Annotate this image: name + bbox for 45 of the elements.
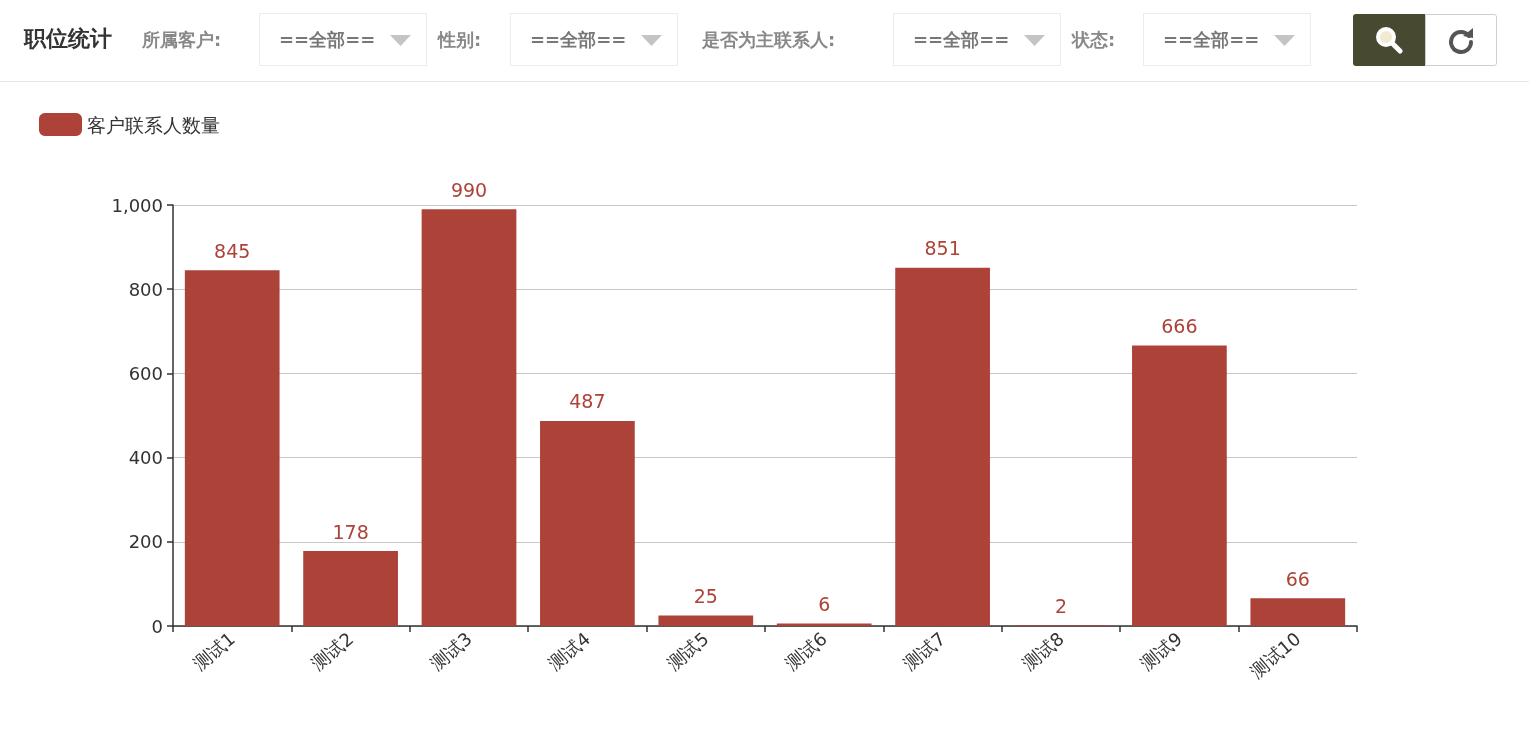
data-label: 25 xyxy=(693,584,718,607)
x-tick-label: 测试1 xyxy=(189,627,239,675)
dropdown: ==全部== xyxy=(510,13,678,66)
bar xyxy=(184,270,280,626)
x-tick-label: 测试9 xyxy=(1136,627,1187,675)
data-label: 487 xyxy=(569,390,606,413)
bar xyxy=(421,209,517,626)
x-tick-label: 测试2 xyxy=(307,627,358,675)
bar xyxy=(658,615,754,626)
x-tick-label: 测试6 xyxy=(781,627,831,675)
data-label: 178 xyxy=(332,520,369,543)
bar xyxy=(303,551,398,626)
dropdown: ==全部== xyxy=(1143,13,1311,66)
data-label: 666 xyxy=(1161,315,1198,338)
data-label: 2 xyxy=(1054,594,1068,617)
data-label: 6 xyxy=(818,592,831,615)
bar xyxy=(895,267,990,626)
y-tick-label: 0 xyxy=(151,615,163,637)
x-tick-label: 测试8 xyxy=(1017,627,1068,675)
y-tick-label: 1,000 xyxy=(111,194,163,216)
bar xyxy=(776,623,872,626)
x-tick-label: 测试4 xyxy=(544,627,595,675)
x-tick-label: 测试10 xyxy=(1245,627,1305,682)
y-tick-label: 200 xyxy=(128,531,163,553)
dropdown: ==全部== xyxy=(259,13,427,66)
data-label: 990 xyxy=(450,178,488,201)
text: 状态: xyxy=(1072,28,1116,52)
dropdown: ==全部== xyxy=(893,13,1061,66)
bar xyxy=(540,420,635,626)
x-tick-label: 测试3 xyxy=(425,627,476,675)
y-tick-label: 600 xyxy=(128,362,163,384)
data-label: 845 xyxy=(214,239,251,262)
x-tick-label: 测试7 xyxy=(899,627,950,675)
y-tick-label: 800 xyxy=(128,278,163,300)
legend-label: 客户联系人数量 xyxy=(87,113,220,136)
text: 所属客户: xyxy=(142,28,222,52)
bar xyxy=(1250,598,1346,626)
x-tick-label: 测试5 xyxy=(662,627,713,675)
data-label: 66 xyxy=(1285,567,1310,590)
text: 是否为主联系人: xyxy=(702,28,836,52)
text: 性别: xyxy=(438,28,482,52)
data-label: 851 xyxy=(924,237,961,260)
chart-title: 职位统计 xyxy=(24,25,112,53)
y-tick-label: 400 xyxy=(128,447,163,469)
bar xyxy=(1132,345,1227,626)
